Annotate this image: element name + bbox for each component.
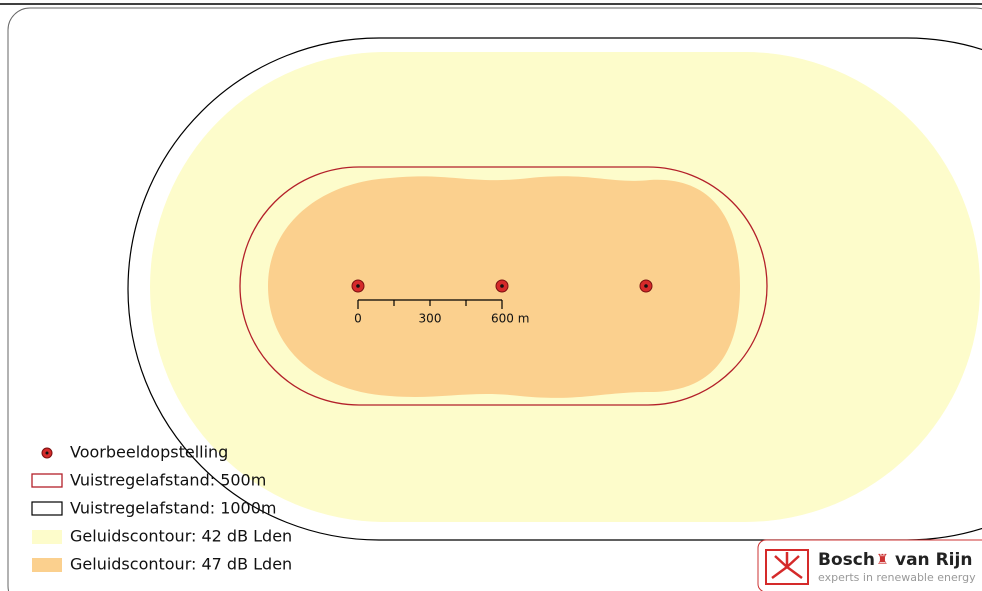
legend-label: Vuistregelafstand: 500m — [70, 471, 266, 490]
scale-label: 0 — [354, 312, 362, 326]
legend-label: Vuistregelafstand: 1000m — [70, 499, 277, 518]
scale-bar — [357, 299, 503, 309]
scale-label: 300 — [419, 312, 442, 326]
legend-label: Geluidscontour: 42 dB Lden — [70, 527, 292, 546]
frame — [7, 7, 982, 591]
legend-label: Voorbeeldopstelling — [70, 443, 228, 462]
logo-ampersand-icon: ♜ — [876, 552, 889, 568]
logo-name: Bosch — [818, 550, 875, 570]
map-area: 0 300 600 m Voorbeeldopstelling Vuistreg… — [8, 8, 982, 591]
logo-name: van Rijn — [895, 550, 972, 570]
contour-500m — [239, 166, 768, 406]
turbines — [351, 279, 653, 293]
legend: Voorbeeldopstelling Vuistregelafstand: 5… — [31, 443, 292, 574]
contour-1000m — [127, 37, 982, 541]
logo: Bosch ♜ van Rijn experts in renewable en… — [757, 539, 982, 591]
legend-label: Geluidscontour: 47 dB Lden — [70, 555, 292, 574]
logo-tagline: experts in renewable energy — [818, 571, 976, 584]
scale-label: 600 m — [491, 312, 529, 326]
